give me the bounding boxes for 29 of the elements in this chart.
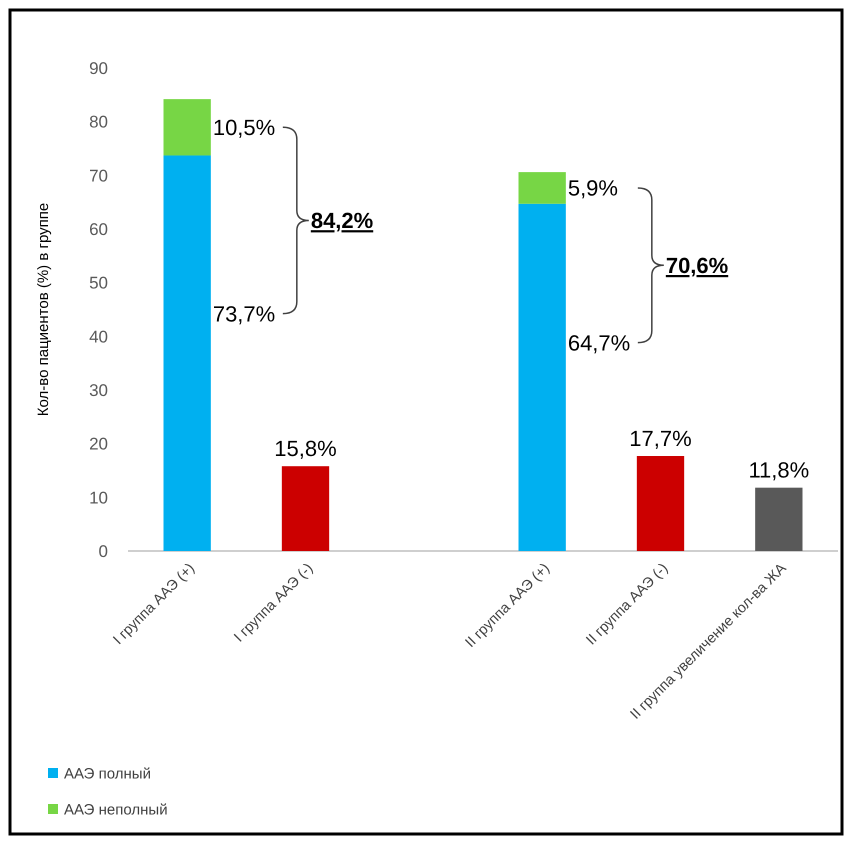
- bar: [518, 204, 566, 551]
- bar: [518, 172, 566, 204]
- data-label: 17,7%: [629, 426, 692, 452]
- annotation: 84,2%: [310, 208, 374, 234]
- legend-label: ААЭ неполный: [64, 801, 168, 818]
- annotation: 64,7%: [568, 330, 630, 356]
- y-tick-label: 30: [89, 380, 108, 400]
- bar: [282, 466, 330, 551]
- legend-label: ААЭ полный: [64, 765, 151, 782]
- y-tick-label: 60: [89, 220, 108, 239]
- y-tick-label: 0: [98, 542, 108, 561]
- bar: [164, 155, 211, 551]
- annotation: 70,6%: [666, 253, 728, 278]
- data-label: 11,8%: [748, 458, 810, 483]
- bar: [755, 488, 802, 551]
- annotation: 5,9%: [568, 176, 618, 201]
- y-tick-label: 20: [89, 434, 108, 454]
- annotation: 73,7%: [212, 301, 276, 326]
- annotation: 10,5%: [212, 115, 276, 140]
- y-tick-label: 70: [89, 166, 108, 186]
- y-axis-title: Кол-во пациентов (%) в группе: [35, 202, 52, 416]
- bar: [164, 99, 211, 156]
- y-tick-label: 90: [89, 58, 108, 78]
- data-label: 15,8%: [274, 436, 337, 462]
- y-tick-label: 10: [89, 488, 108, 508]
- y-tick-label: 80: [89, 112, 108, 132]
- y-tick-label: 40: [89, 327, 108, 346]
- y-tick-label: 50: [89, 274, 108, 293]
- bar: [636, 456, 684, 551]
